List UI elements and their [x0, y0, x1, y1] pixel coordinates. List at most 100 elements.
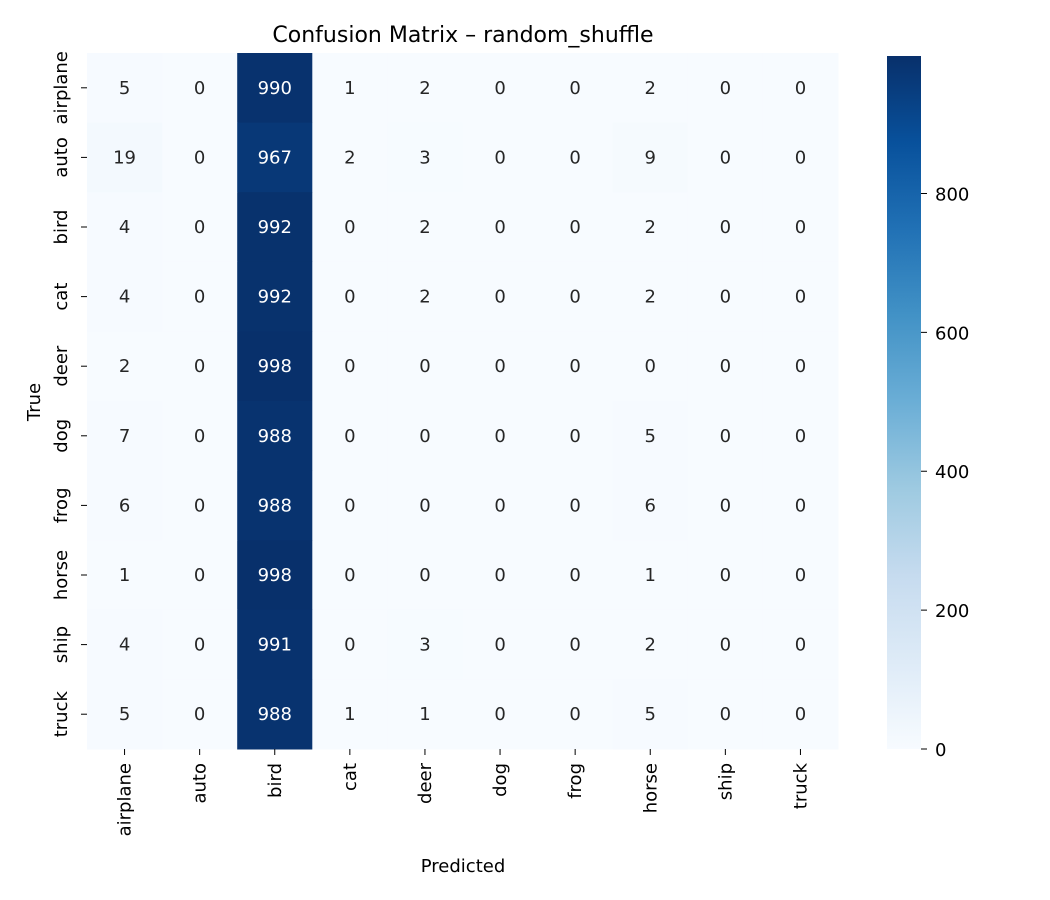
- heatmap-cell: [462, 609, 539, 680]
- cell-value-label: 4: [119, 217, 130, 238]
- heatmap-cell: [687, 122, 764, 193]
- cell-value-label: 0: [795, 704, 806, 725]
- cell-value-label: 0: [494, 565, 505, 586]
- heatmap-cell: [612, 331, 689, 402]
- cell-value-label: 19: [113, 147, 136, 168]
- colorbar-tick-label: 600: [935, 323, 969, 344]
- cell-value-label: 9: [645, 147, 656, 168]
- cell-value-label: 0: [194, 495, 205, 516]
- colorbar-tick-label: 400: [935, 462, 969, 483]
- cell-value-label: 0: [720, 147, 731, 168]
- cell-value-label: 0: [344, 495, 355, 516]
- heatmap-cells: [87, 53, 839, 750]
- heatmap-cell: [537, 192, 614, 263]
- cell-value-label: 0: [795, 217, 806, 238]
- cell-value-label: 0: [720, 495, 731, 516]
- heatmap-cell: [387, 540, 463, 611]
- heatmap-cell: [762, 331, 839, 402]
- cell-value-label: 0: [494, 287, 505, 308]
- cell-value-label: 0: [194, 78, 205, 99]
- heatmap-cell: [762, 122, 839, 193]
- heatmap-cell: [462, 679, 539, 750]
- heatmap-cell: [237, 401, 313, 472]
- cell-value-label: 0: [720, 78, 731, 99]
- heatmap-cell: [462, 53, 539, 124]
- heatmap-cell: [687, 192, 764, 263]
- chart-title: Confusion Matrix – random_shuffle: [272, 23, 653, 48]
- cell-value-label: 0: [494, 495, 505, 516]
- heatmap-cell: [237, 609, 313, 680]
- cell-value-label: 2: [344, 147, 355, 168]
- cell-value-label: 992: [258, 217, 292, 238]
- cell-value-label: 0: [344, 217, 355, 238]
- heatmap-cell: [687, 261, 764, 332]
- cell-value-label: 0: [720, 287, 731, 308]
- heatmap-cell: [537, 261, 614, 332]
- heatmap-cell: [762, 53, 839, 124]
- cell-value-label: 967: [258, 147, 292, 168]
- cell-value-label: 0: [720, 217, 731, 238]
- heatmap-cell: [462, 470, 539, 541]
- x-tick-label: deer: [415, 762, 436, 804]
- x-tick-label: dog: [490, 763, 511, 797]
- cell-value-label: 4: [119, 287, 130, 308]
- cell-value-label: 0: [720, 356, 731, 377]
- cell-value-label: 0: [569, 287, 580, 308]
- cell-value-label: 0: [720, 704, 731, 725]
- heatmap-cell: [312, 609, 388, 680]
- y-axis-label: True: [24, 383, 45, 422]
- cell-value-label: 0: [344, 426, 355, 447]
- heatmap-cell: [162, 609, 238, 680]
- cell-value-label: 1: [119, 565, 130, 586]
- heatmap-cell: [612, 122, 689, 193]
- colorbar-tick-label: 200: [935, 601, 969, 622]
- x-tick-label: airplane: [115, 763, 136, 836]
- heatmap-cell: [537, 470, 614, 541]
- cell-value-label: 0: [720, 565, 731, 586]
- heatmap-cell: [162, 331, 238, 402]
- cell-value-label: 0: [494, 78, 505, 99]
- cell-value-label: 0: [494, 217, 505, 238]
- heatmap-cell: [87, 470, 163, 541]
- heatmap-cell: [162, 261, 238, 332]
- heatmap-cell: [462, 261, 539, 332]
- heatmap-cell: [687, 609, 764, 680]
- cell-value-label: 0: [194, 217, 205, 238]
- heatmap-cell: [537, 609, 614, 680]
- cell-value-label: 0: [720, 635, 731, 656]
- heatmap-cell: [312, 261, 388, 332]
- cell-value-label: 0: [194, 147, 205, 168]
- cell-value-label: 0: [194, 704, 205, 725]
- heatmap-cell: [162, 470, 238, 541]
- heatmap-cell: [537, 679, 614, 750]
- colorbar-gradient: [887, 56, 921, 749]
- x-tick-label: horse: [640, 763, 661, 813]
- heatmap-cell: [612, 261, 689, 332]
- y-tick-label: cat: [51, 283, 72, 311]
- cell-value-label: 0: [795, 426, 806, 447]
- cell-value-label: 2: [119, 356, 130, 377]
- heatmap-cell: [87, 122, 163, 193]
- heatmap-cell: [237, 470, 313, 541]
- heatmap-cell: [87, 401, 163, 472]
- heatmap-cell: [762, 679, 839, 750]
- cell-value-label: 2: [419, 287, 430, 308]
- heatmap-cell: [87, 609, 163, 680]
- cell-value-label: 5: [119, 78, 130, 99]
- heatmap-cell: [687, 401, 764, 472]
- x-axis-ticks: airplane auto bird cat deer dog frog horse ship t…: [115, 749, 811, 836]
- cell-value-label: 2: [645, 635, 656, 656]
- heatmap-cell: [762, 192, 839, 263]
- cell-value-label: 988: [258, 704, 292, 725]
- cell-value-label: 5: [119, 704, 130, 725]
- heatmap-cell: [462, 122, 539, 193]
- heatmap-cell: [537, 122, 614, 193]
- heatmap-cell: [387, 192, 463, 263]
- x-tick-label: frog: [565, 763, 586, 799]
- cell-value-label: 0: [795, 147, 806, 168]
- cell-value-label: 1: [419, 704, 430, 725]
- heatmap-cell: [762, 261, 839, 332]
- x-tick-label: auto: [190, 763, 211, 804]
- heatmap-cell: [462, 331, 539, 402]
- heatmap-cell: [312, 192, 388, 263]
